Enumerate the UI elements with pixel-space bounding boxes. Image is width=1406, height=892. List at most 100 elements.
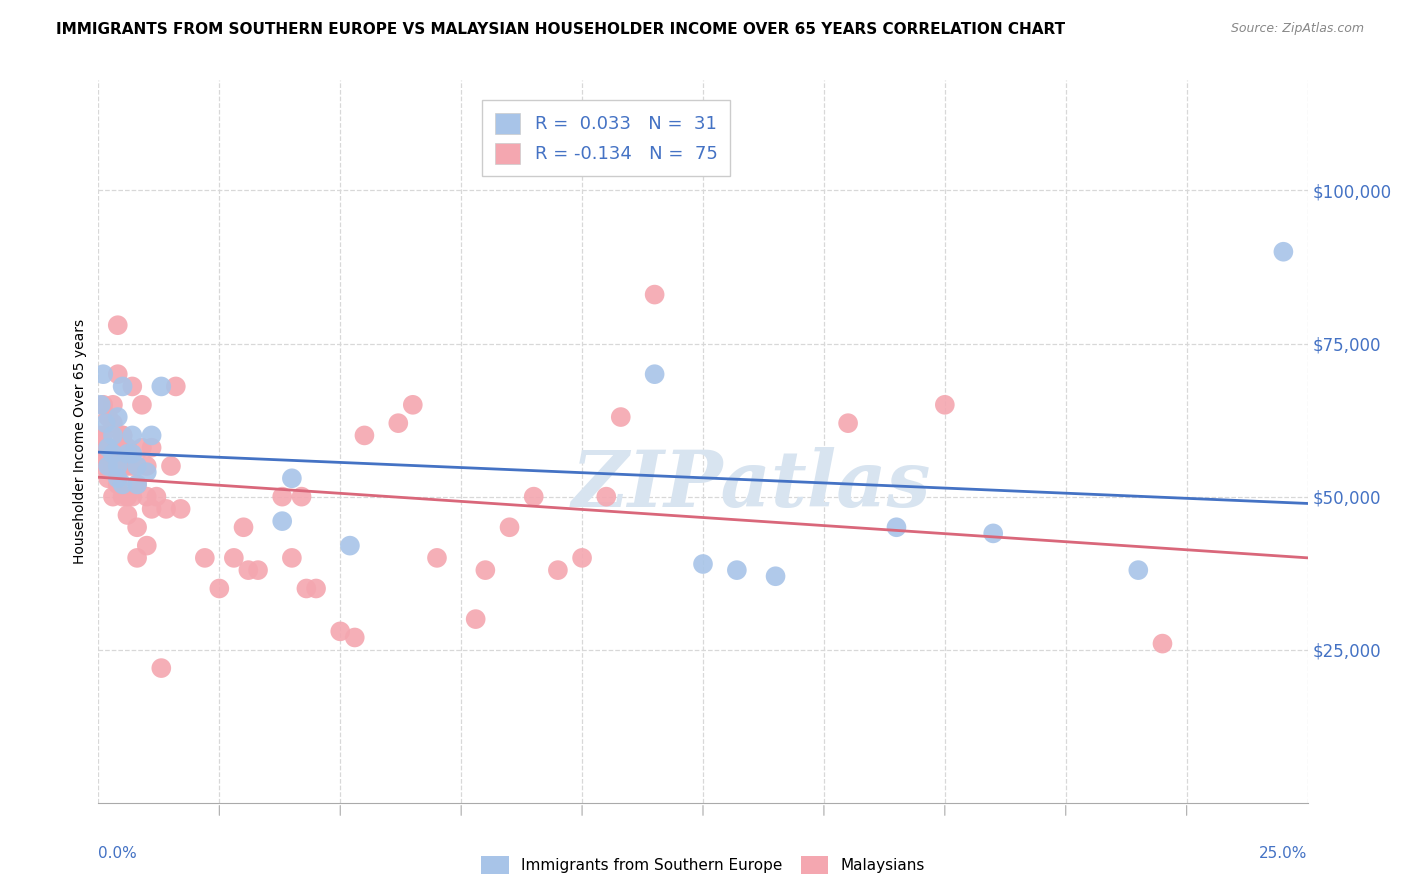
Point	[329, 624, 352, 639]
Point	[150, 379, 173, 393]
Point	[101, 447, 124, 461]
Point	[692, 557, 714, 571]
Point	[91, 458, 114, 473]
Point	[117, 490, 139, 504]
Point	[89, 428, 111, 442]
Point	[107, 367, 129, 381]
Point	[208, 582, 231, 596]
Point	[135, 465, 157, 479]
Point	[111, 477, 134, 491]
Legend: Immigrants from Southern Europe, Malaysians: Immigrants from Southern Europe, Malaysi…	[475, 850, 931, 880]
Point	[160, 458, 183, 473]
Point	[141, 502, 163, 516]
Point	[232, 520, 254, 534]
Point	[247, 563, 270, 577]
Text: ZIPatlas: ZIPatlas	[572, 447, 931, 523]
Point	[305, 582, 328, 596]
Point	[155, 502, 177, 516]
Point	[571, 550, 593, 565]
Point	[194, 550, 217, 565]
Point	[402, 398, 425, 412]
Point	[107, 458, 129, 473]
Point	[725, 563, 748, 577]
Point	[97, 458, 120, 473]
Point	[127, 477, 149, 491]
Point	[644, 287, 666, 301]
Point	[91, 367, 114, 381]
Legend: R =  0.033   N =  31, R = -0.134   N =  75: R = 0.033 N = 31, R = -0.134 N = 75	[482, 100, 730, 176]
Point	[271, 514, 294, 528]
Point	[387, 416, 409, 430]
Text: IMMIGRANTS FROM SOUTHERN EUROPE VS MALAYSIAN HOUSEHOLDER INCOME OVER 65 YEARS CO: IMMIGRANTS FROM SOUTHERN EUROPE VS MALAY…	[56, 22, 1066, 37]
Point	[117, 508, 139, 522]
Point	[97, 441, 120, 455]
Point	[595, 490, 617, 504]
Point	[281, 471, 304, 485]
Point	[101, 398, 124, 412]
Point	[222, 550, 245, 565]
Point	[107, 410, 129, 425]
Point	[117, 458, 139, 473]
Point	[886, 520, 908, 534]
Point	[1128, 563, 1150, 577]
Point	[127, 520, 149, 534]
Point	[353, 428, 375, 442]
Point	[145, 490, 167, 504]
Point	[837, 416, 859, 430]
Point	[107, 318, 129, 333]
Point	[111, 458, 134, 473]
Text: 0.0%: 0.0%	[98, 847, 138, 861]
Point	[107, 441, 129, 455]
Point	[97, 447, 120, 461]
Point	[150, 661, 173, 675]
Point	[121, 447, 143, 461]
Point	[343, 631, 366, 645]
Point	[107, 471, 129, 485]
Point	[127, 477, 149, 491]
Point	[238, 563, 260, 577]
Point	[1272, 244, 1295, 259]
Point	[547, 563, 569, 577]
Point	[91, 398, 114, 412]
Point	[121, 428, 143, 442]
Point	[111, 428, 134, 442]
Text: 25.0%: 25.0%	[1260, 847, 1308, 861]
Point	[101, 428, 124, 442]
Point	[610, 410, 633, 425]
Point	[121, 379, 143, 393]
Point	[131, 398, 153, 412]
Point	[111, 428, 134, 442]
Point	[981, 526, 1004, 541]
Point	[295, 582, 318, 596]
Point	[498, 520, 520, 534]
Point	[90, 398, 112, 412]
Point	[131, 441, 153, 455]
Point	[169, 502, 191, 516]
Point	[765, 569, 787, 583]
Point	[101, 416, 124, 430]
Point	[1152, 637, 1174, 651]
Point	[121, 458, 143, 473]
Point	[165, 379, 187, 393]
Point	[135, 458, 157, 473]
Point	[121, 490, 143, 504]
Point	[117, 447, 139, 461]
Point	[644, 367, 666, 381]
Point	[141, 428, 163, 442]
Text: Source: ZipAtlas.com: Source: ZipAtlas.com	[1230, 22, 1364, 36]
Point	[141, 441, 163, 455]
Point	[111, 379, 134, 393]
Y-axis label: Householder Income Over 65 years: Householder Income Over 65 years	[73, 319, 87, 564]
Point	[281, 550, 304, 565]
Point	[107, 458, 129, 473]
Point	[464, 612, 486, 626]
Point	[474, 563, 496, 577]
Point	[107, 477, 129, 491]
Point	[339, 539, 361, 553]
Point	[94, 416, 117, 430]
Point	[290, 490, 312, 504]
Point	[426, 550, 449, 565]
Point	[271, 490, 294, 504]
Point	[523, 490, 546, 504]
Point	[117, 441, 139, 455]
